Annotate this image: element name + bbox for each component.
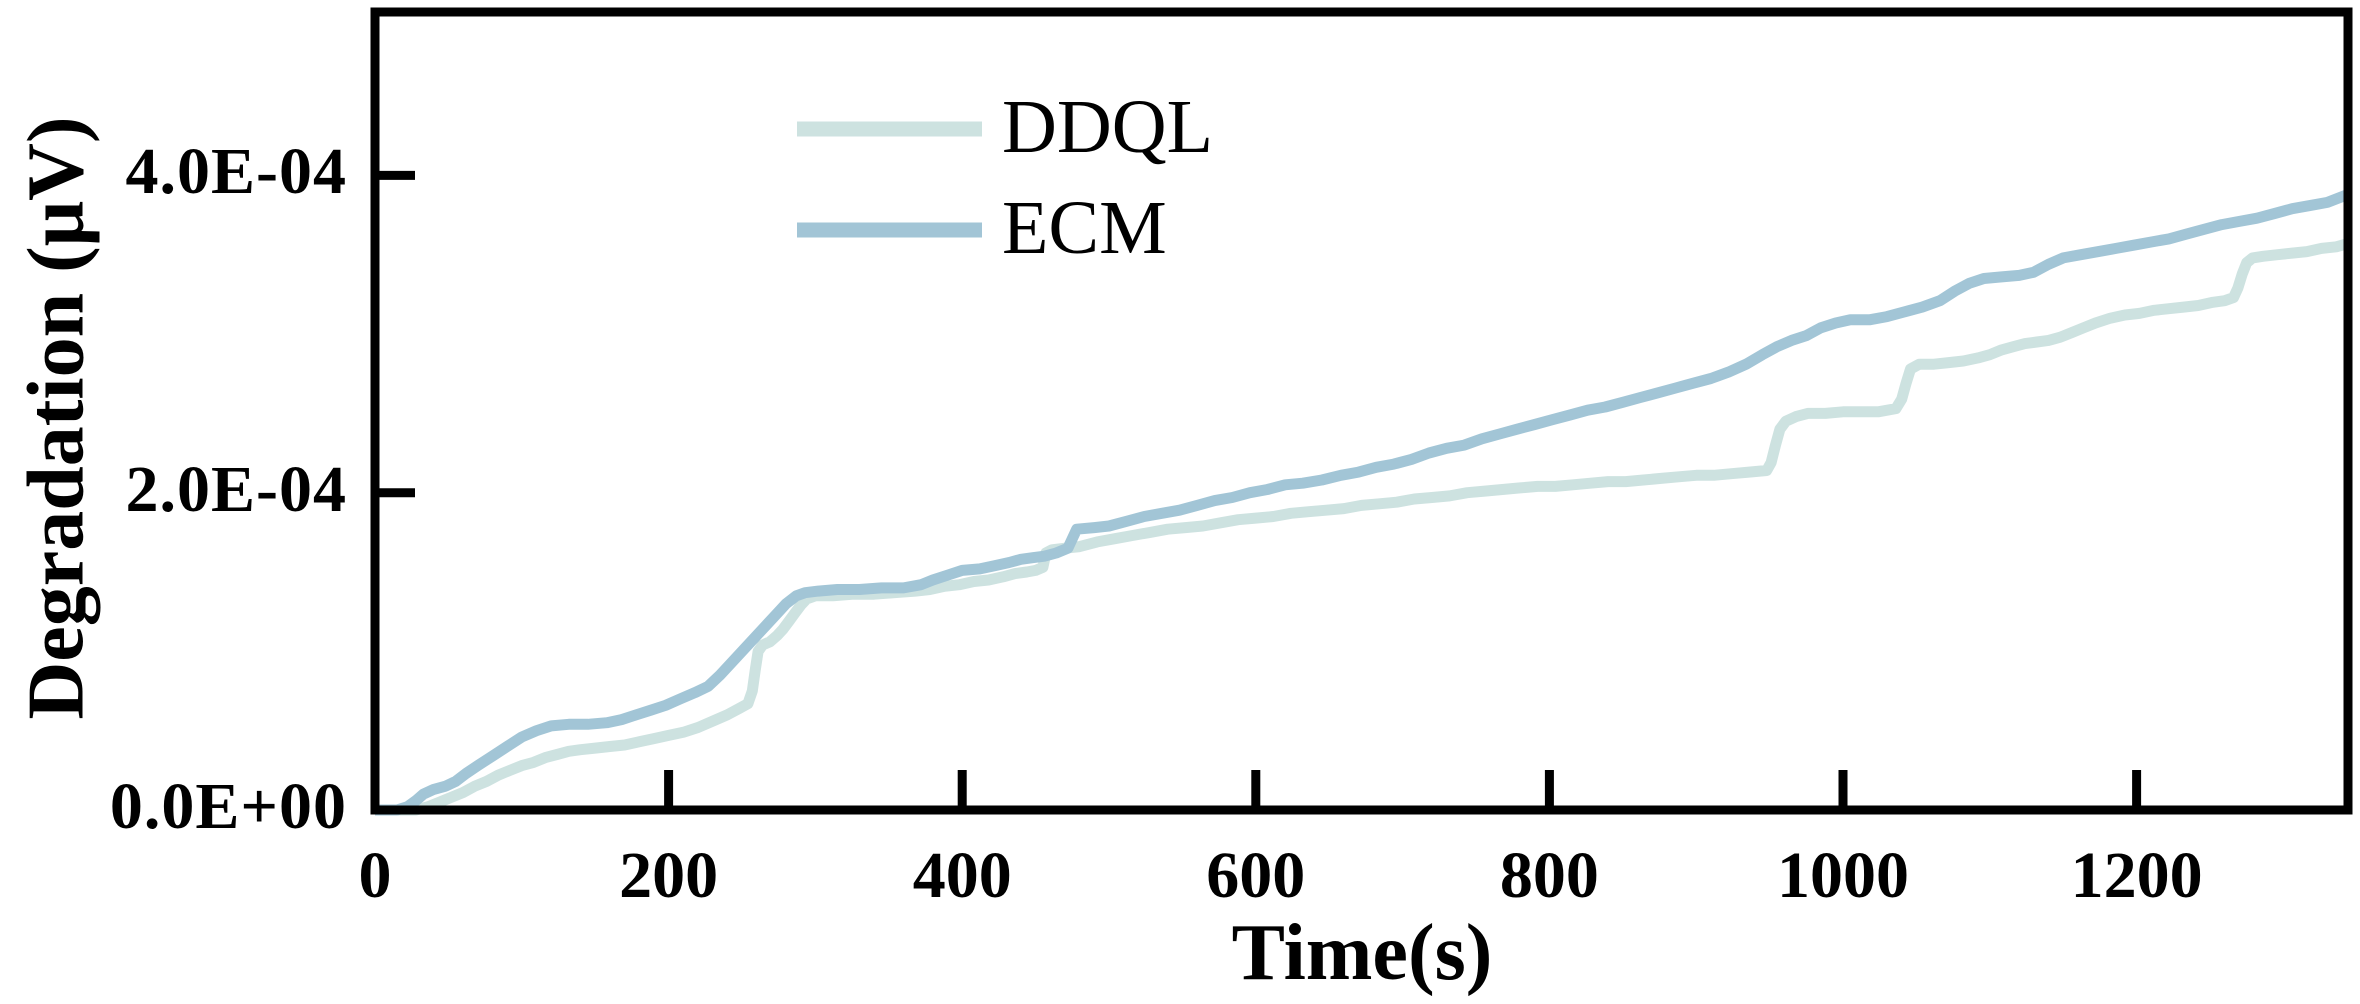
legend-label-ecm: ECM	[1002, 185, 1167, 270]
legend-swatch-ecm-line	[797, 222, 982, 238]
legend-swatch-ddql-line	[797, 121, 982, 137]
x-tick-label-1200: 1200	[2070, 839, 2203, 912]
x-tick-label-400: 400	[912, 839, 1012, 912]
y-tick-label-2.0E-04: 2.0E-04	[125, 452, 347, 526]
series-line-ecm	[375, 189, 2350, 816]
x-tick-label-600: 600	[1206, 839, 1306, 912]
legend-label-ddql: DDQL	[1002, 84, 1214, 169]
axes-border	[370, 7, 2353, 815]
x-tick-label-200: 200	[619, 839, 719, 912]
x-tick-label-800: 800	[1499, 839, 1599, 912]
x-tick-label-0: 0	[358, 839, 392, 912]
x-axis-label: Time(s)	[1231, 909, 1493, 997]
series-line-ddql	[375, 238, 2350, 816]
y-tick-label-4.0E-04: 4.0E-04	[125, 135, 347, 209]
y-tick-label-0.0E+00: 0.0E+00	[109, 769, 347, 843]
y-axis-label: Degradation (μV)	[12, 116, 101, 720]
x-tick-label-1000: 1000	[1777, 839, 1909, 912]
